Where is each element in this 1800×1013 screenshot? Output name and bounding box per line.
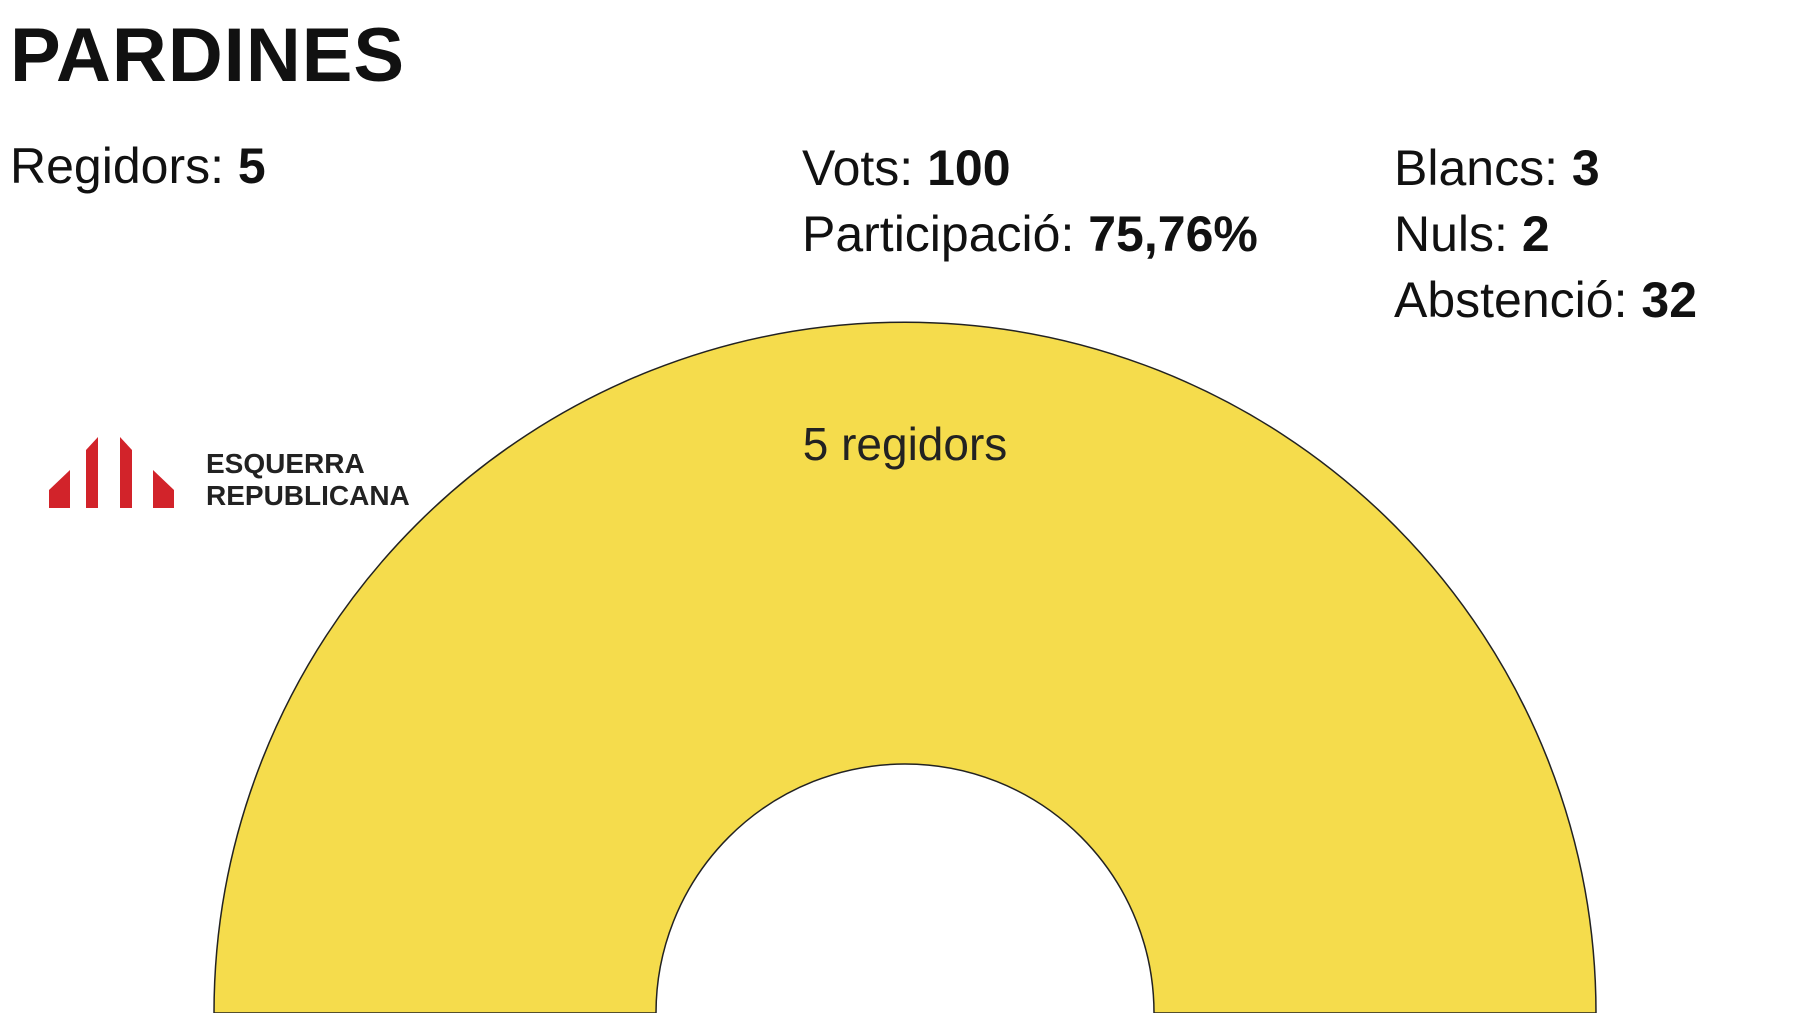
- legend-entry: ESQUERRA REPUBLICANA: [206, 448, 410, 511]
- stat-label: Vots:: [802, 140, 914, 196]
- stat: Abstenció: 32: [1394, 267, 1697, 333]
- stat-value: 2: [1521, 206, 1550, 262]
- stat-value: 32: [1641, 272, 1698, 328]
- data-label: 5 regidors: [803, 418, 1008, 470]
- stat-value: 5: [237, 138, 266, 194]
- stat-value: 100: [927, 140, 1011, 196]
- stat-value: 3: [1571, 140, 1600, 196]
- party-logo: [49, 437, 174, 508]
- stat-label: Regidors:: [10, 138, 224, 194]
- title: PARDINES: [10, 13, 406, 98]
- stat: Regidors: 5: [10, 133, 266, 199]
- stat: Blancs: 3: [1394, 135, 1600, 201]
- seat-segment: [213, 321, 1597, 1013]
- stat-label: Participació:: [802, 206, 1075, 262]
- stat-value: 75,76%: [1088, 206, 1258, 262]
- stat: Vots: 100: [802, 135, 1011, 201]
- stat: Participació: 75,76%: [802, 201, 1258, 267]
- stat-label: Abstenció:: [1394, 272, 1628, 328]
- stat-label: Blancs:: [1394, 140, 1558, 196]
- stat-label: Nuls:: [1394, 206, 1508, 262]
- stat: Nuls: 2: [1394, 201, 1550, 267]
